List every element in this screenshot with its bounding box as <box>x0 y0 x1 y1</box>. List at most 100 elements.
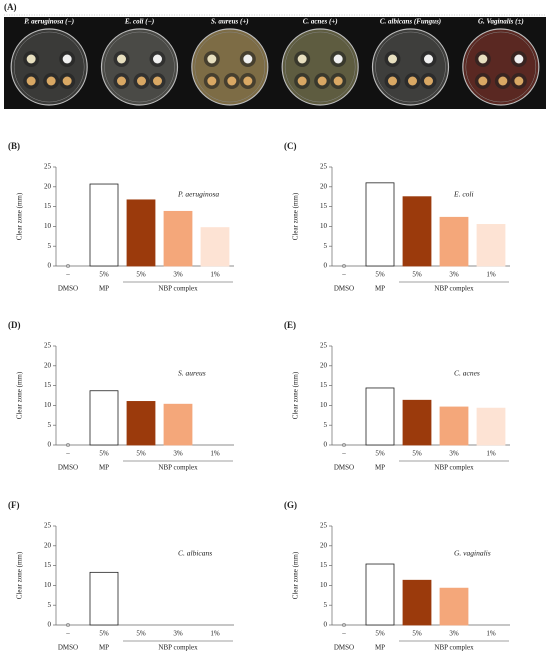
x-tick-label: 3% <box>449 271 459 279</box>
y-tick-label: 25 <box>320 342 328 350</box>
x-tick-label: 3% <box>173 450 183 458</box>
bar <box>365 387 395 446</box>
y-axis-label: Clear zone (mm) <box>16 551 24 599</box>
bar <box>476 407 506 446</box>
disc <box>153 54 162 64</box>
x-tick-label: 1% <box>210 271 220 279</box>
y-tick-label: 10 <box>320 581 328 589</box>
y-axis-label: Clear zone (mm) <box>16 192 24 240</box>
x-tick-label: 5% <box>99 271 109 279</box>
bar <box>365 182 395 267</box>
y-tick-label: 20 <box>44 541 52 549</box>
y-tick-label: 25 <box>44 342 52 350</box>
x-tick-label: – <box>341 630 346 638</box>
y-tick-label: 0 <box>324 262 328 270</box>
group-label: MP <box>375 464 385 472</box>
x-tick-label: – <box>341 271 346 279</box>
y-tick-label: 0 <box>48 621 52 629</box>
group-label: DMSO <box>334 464 354 472</box>
plate <box>191 28 269 106</box>
panel-label: (D) <box>8 320 21 330</box>
x-tick-label: 5% <box>99 630 109 638</box>
disc <box>243 54 253 64</box>
bar <box>126 401 156 446</box>
y-tick-label: 5 <box>324 242 328 250</box>
point <box>66 443 70 447</box>
y-tick-label: 15 <box>44 202 52 210</box>
disc <box>408 76 417 86</box>
plate <box>462 28 540 106</box>
x-tick-label: 1% <box>210 450 220 458</box>
x-tick-label: 3% <box>173 271 183 279</box>
y-tick-label: 25 <box>44 522 52 530</box>
y-tick-label: 15 <box>320 561 328 569</box>
plate <box>371 28 450 106</box>
bar <box>89 183 119 267</box>
y-tick-label: 5 <box>324 601 328 609</box>
panel-label: (A) <box>4 2 17 12</box>
bar <box>402 579 432 626</box>
disc <box>424 54 433 64</box>
x-tick-label: 3% <box>173 630 183 638</box>
point <box>66 264 70 268</box>
x-tick-label: – <box>341 450 346 458</box>
x-tick-label: 5% <box>136 630 146 638</box>
x-tick-label: 5% <box>136 271 146 279</box>
group-label: DMSO <box>334 644 354 652</box>
group-label: DMSO <box>334 285 354 293</box>
point <box>342 443 346 447</box>
plate-header: G. Vaginalis (±) <box>478 18 524 26</box>
bar <box>439 216 469 267</box>
disc <box>153 76 162 86</box>
bar <box>126 199 156 267</box>
x-tick-label: – <box>65 630 70 638</box>
y-tick-label: 0 <box>48 441 52 449</box>
chart-title: E. coli <box>453 190 474 199</box>
plate-rim <box>465 31 537 103</box>
x-tick-label: 5% <box>375 271 385 279</box>
y-tick-label: 25 <box>320 163 328 171</box>
x-tick-label: 1% <box>486 630 496 638</box>
panel-label: (E) <box>284 320 296 330</box>
bar <box>89 571 119 626</box>
disc <box>137 76 146 86</box>
point <box>66 623 70 627</box>
bar <box>163 210 193 267</box>
y-axis-label: Clear zone (mm) <box>292 371 300 419</box>
y-tick-label: 20 <box>44 361 52 369</box>
panel-label: (G) <box>284 500 297 510</box>
plate-rim <box>13 31 85 103</box>
disc <box>317 76 327 86</box>
point <box>342 264 346 268</box>
plate-header: S. aureus (+) <box>211 18 249 26</box>
y-tick-label: 10 <box>320 222 328 230</box>
disc <box>117 76 126 86</box>
plate-rim <box>284 31 356 103</box>
disc <box>388 76 397 86</box>
plate <box>281 28 359 106</box>
x-tick-label: 5% <box>136 450 146 458</box>
bar <box>200 227 230 267</box>
plate-header: C. albicans (Fungus) <box>380 18 441 26</box>
plate <box>10 28 88 106</box>
group-label: NBP complex <box>158 464 198 472</box>
disc <box>62 54 72 64</box>
disc <box>227 76 237 86</box>
chart-title: G. vaginalis <box>454 549 491 558</box>
chart-title: S. aureus <box>178 369 206 378</box>
photo-strip <box>4 17 546 109</box>
group-label: DMSO <box>58 285 78 293</box>
y-tick-label: 20 <box>320 361 328 369</box>
group-label: MP <box>99 464 109 472</box>
y-tick-label: 10 <box>44 581 52 589</box>
y-tick-label: 25 <box>320 522 328 530</box>
bar <box>163 403 193 446</box>
y-tick-label: 15 <box>44 561 52 569</box>
disc <box>26 54 36 64</box>
x-tick-label: 5% <box>412 271 422 279</box>
panel-label: (F) <box>8 500 20 510</box>
group-label: NBP complex <box>158 285 198 293</box>
group-label: NBP complex <box>158 644 198 652</box>
y-axis-label: Clear zone (mm) <box>292 551 300 599</box>
